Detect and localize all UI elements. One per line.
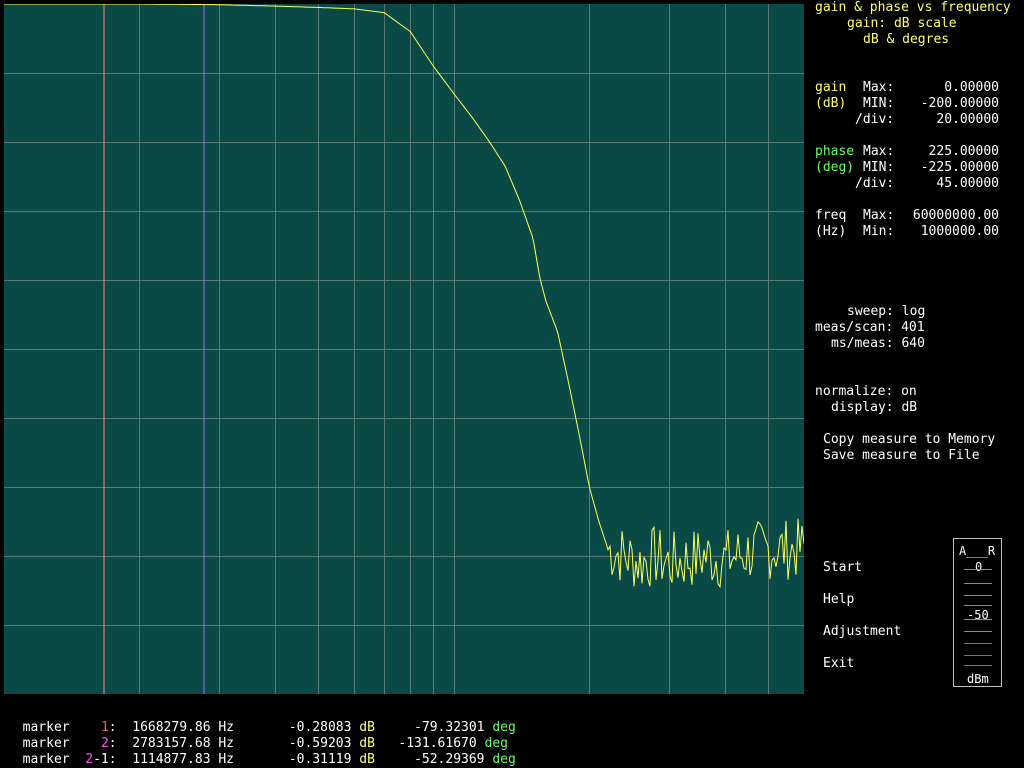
phase-label: phase bbox=[815, 144, 855, 159]
freq-min-label: Min: bbox=[863, 224, 895, 239]
marker-freq: 1114877.83 bbox=[132, 752, 211, 767]
marker-row-diff: marker 2-1: 1114877.83 Hz -0.31119 dB -5… bbox=[22, 752, 516, 767]
gain-min-label: MIN: bbox=[863, 96, 895, 111]
meter-tick bbox=[964, 569, 992, 570]
help-button[interactable]: Help bbox=[823, 592, 855, 607]
meter-tick bbox=[964, 595, 992, 596]
meter-tick bbox=[964, 619, 992, 620]
marker-hz-unit: Hz bbox=[218, 736, 235, 751]
gain-min-value[interactable]: -200.00000 bbox=[920, 96, 999, 111]
marker-deg-unit: deg bbox=[484, 736, 508, 751]
display-setting[interactable]: display: dB bbox=[831, 400, 918, 415]
gain-unit: (dB) bbox=[815, 96, 847, 111]
meter-unit-label: dBm bbox=[967, 672, 989, 686]
gain-div-label: /div: bbox=[855, 112, 895, 127]
meter-zero-label: 0 bbox=[975, 560, 983, 574]
save-to-file-button[interactable]: Save measure to File bbox=[823, 448, 980, 463]
gain-phase-plot bbox=[4, 4, 804, 694]
marker-db-unit: dB bbox=[359, 720, 375, 735]
start-button[interactable]: Start bbox=[823, 560, 863, 575]
marker-db: -0.31119 bbox=[288, 752, 352, 767]
marker-hz-unit: Hz bbox=[218, 720, 235, 735]
meter-a-r-label: A___R bbox=[959, 544, 996, 558]
meter-tick bbox=[964, 583, 992, 584]
meas-scan-setting[interactable]: meas/scan: 401 bbox=[815, 320, 925, 335]
meter-tick bbox=[964, 643, 992, 644]
meter-tick bbox=[964, 665, 992, 666]
freq-label: freq bbox=[815, 208, 847, 223]
plot-title: gain & phase vs frequency bbox=[815, 0, 1011, 15]
marker-label: marker bbox=[22, 720, 70, 735]
marker-deg: -131.61670 bbox=[398, 736, 477, 751]
marker-id: 2 bbox=[85, 752, 94, 767]
phase-max-value[interactable]: 225.00000 bbox=[928, 144, 999, 159]
gain-max-label: Max: bbox=[863, 80, 895, 95]
marker-label: marker bbox=[22, 736, 70, 751]
marker-id-suffix: -1 bbox=[93, 752, 109, 767]
marker-deg: -79.32301 bbox=[414, 720, 485, 735]
marker-db-unit: dB bbox=[359, 752, 375, 767]
marker-id: 1 bbox=[100, 720, 109, 735]
gain-trace bbox=[4, 4, 804, 589]
marker-deg-unit: deg bbox=[492, 720, 516, 735]
meter-tick bbox=[964, 655, 992, 656]
marker-freq: 2783157.68 bbox=[132, 736, 211, 751]
marker-row-2: marker 2: 2783157.68 Hz -0.59203 dB -131… bbox=[22, 736, 508, 751]
freq-unit: (Hz) bbox=[815, 224, 847, 239]
ms-meas-setting[interactable]: ms/meas: 640 bbox=[831, 336, 925, 351]
phase-unit: (deg) bbox=[815, 160, 855, 175]
marker-deg-unit: deg bbox=[492, 752, 516, 767]
level-meter: A___R 0 -50 dBm bbox=[953, 538, 1002, 687]
freq-min-value[interactable]: 1000000.00 bbox=[920, 224, 999, 239]
marker-db-unit: dB bbox=[359, 736, 375, 751]
freq-max-value[interactable]: 60000000.00 bbox=[912, 208, 999, 223]
adjustment-button[interactable]: Adjustment bbox=[823, 624, 902, 639]
marker-row-1: marker 1: 1668279.86 Hz -0.28083 dB -79.… bbox=[22, 720, 516, 735]
gain-max-value[interactable]: 0.00000 bbox=[944, 80, 999, 95]
freq-max-label: Max: bbox=[863, 208, 895, 223]
plot-area bbox=[4, 4, 804, 694]
sweep-setting[interactable]: sweep: log bbox=[847, 304, 926, 319]
marker-label: marker bbox=[22, 752, 70, 767]
phase-min-value[interactable]: -225.00000 bbox=[920, 160, 999, 175]
units-label: dB & degres bbox=[863, 32, 950, 47]
normalize-setting[interactable]: normalize: on bbox=[815, 384, 917, 399]
copy-to-memory-button[interactable]: Copy measure to Memory bbox=[823, 432, 996, 447]
phase-div-label: /div: bbox=[855, 176, 895, 191]
marker-deg: -52.29369 bbox=[414, 752, 485, 767]
gain-scale-label: gain: dB scale bbox=[847, 16, 957, 31]
meter-minus50-label: -50 bbox=[967, 608, 989, 622]
meter-tick bbox=[964, 605, 992, 606]
gain-label: gain bbox=[815, 80, 847, 95]
marker-freq: 1668279.86 bbox=[132, 720, 211, 735]
phase-div-value[interactable]: 45.00000 bbox=[936, 176, 999, 191]
exit-button[interactable]: Exit bbox=[823, 656, 855, 671]
meter-tick bbox=[964, 631, 992, 632]
phase-max-label: Max: bbox=[863, 144, 895, 159]
gain-div-value[interactable]: 20.00000 bbox=[936, 112, 999, 127]
marker-id: 2 bbox=[100, 736, 109, 751]
phase-min-label: MIN: bbox=[863, 160, 895, 175]
marker-db: -0.28083 bbox=[288, 720, 352, 735]
marker-hz-unit: Hz bbox=[218, 752, 235, 767]
marker-db: -0.59203 bbox=[288, 736, 352, 751]
